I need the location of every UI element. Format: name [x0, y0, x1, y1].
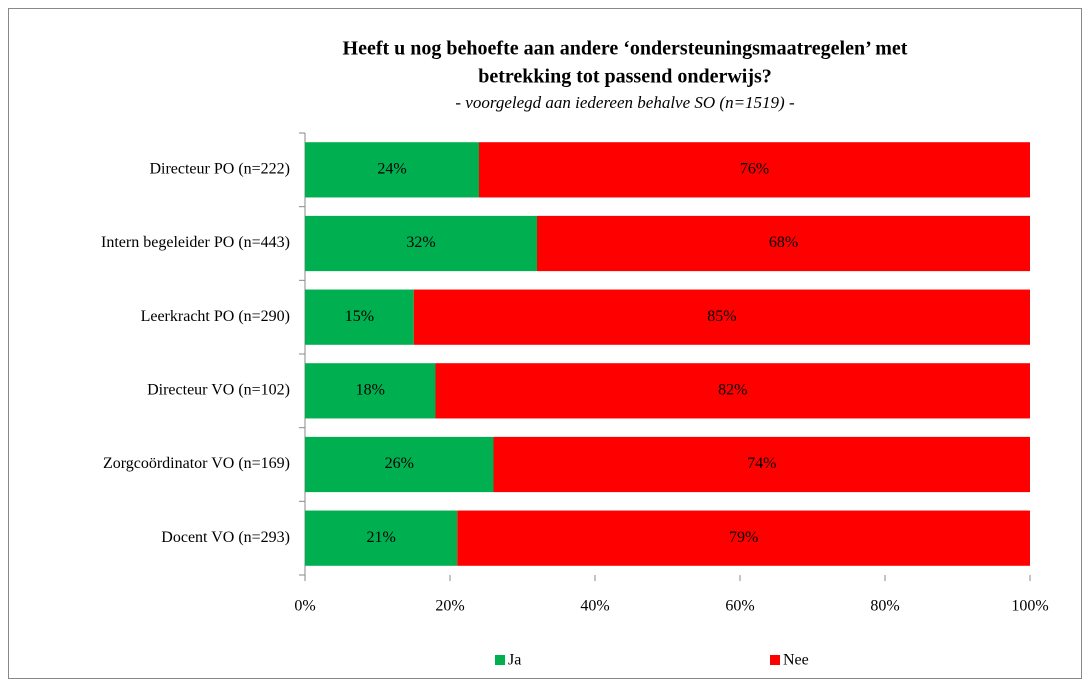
- value-label: 68%: [769, 234, 798, 251]
- x-tick-label: 0%: [294, 598, 315, 615]
- bar-segment: [305, 289, 414, 345]
- bar-segment: [457, 510, 1030, 566]
- y-tick-label: Zorgcoördinator VO (n=169): [103, 455, 290, 472]
- x-tick-label: 20%: [435, 598, 464, 615]
- x-tick-label: 60%: [725, 598, 754, 615]
- x-tick-label: 40%: [580, 598, 609, 615]
- x-tick-label: 100%: [1011, 598, 1048, 615]
- value-label: 82%: [718, 382, 747, 399]
- legend-label: Ja: [508, 652, 521, 669]
- legend-label: Nee: [783, 652, 809, 669]
- bar-segment: [305, 215, 537, 272]
- value-label: 85%: [707, 308, 736, 325]
- value-label: 15%: [345, 308, 374, 325]
- x-tick-label: 80%: [870, 598, 899, 615]
- bar-segment: [435, 363, 1030, 419]
- bar-segment: [479, 142, 1030, 198]
- bar-segment: [305, 436, 494, 493]
- legend-swatch: [495, 655, 505, 665]
- y-tick-label: Leerkracht PO (n=290): [141, 308, 290, 325]
- value-label: 79%: [729, 529, 758, 546]
- y-tick-label: Directeur PO (n=222): [149, 161, 290, 178]
- value-label: 26%: [385, 455, 414, 472]
- bar-segment: [305, 363, 436, 419]
- y-tick-label: Directeur VO (n=102): [147, 382, 290, 399]
- chart-title: Heeft u nog behoefte aan andere ‘onderst…: [343, 38, 908, 60]
- bar-segment: [305, 142, 479, 198]
- value-label: 18%: [356, 382, 385, 399]
- legend-swatch: [770, 655, 780, 665]
- value-label: 24%: [377, 161, 406, 178]
- value-label: 74%: [747, 455, 776, 472]
- value-label: 76%: [740, 161, 769, 178]
- chart-title: betrekking tot passend onderwijs?: [478, 66, 772, 88]
- bar-segment: [537, 215, 1030, 272]
- bar-segment: [493, 436, 1030, 493]
- y-tick-label: Docent VO (n=293): [161, 529, 290, 546]
- bar-segment: [305, 510, 458, 566]
- value-label: 32%: [406, 234, 435, 251]
- value-label: 21%: [366, 529, 395, 546]
- bar-segment: [413, 289, 1030, 345]
- chart-subtitle: - voorgelegd aan iedereen behalve SO (n=…: [455, 93, 795, 112]
- y-tick-label: Intern begeleider PO (n=443): [101, 234, 290, 251]
